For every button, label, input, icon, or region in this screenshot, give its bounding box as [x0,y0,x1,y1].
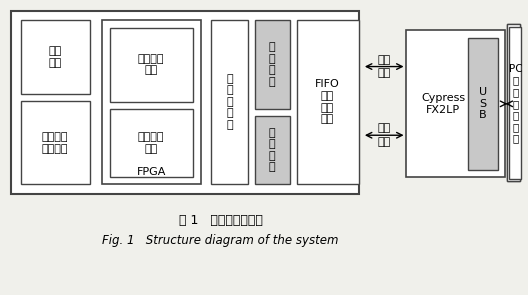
Bar [507,24,520,181]
Text: FPGA: FPGA [137,167,166,176]
Bar [297,20,359,184]
Bar [11,11,359,194]
Text: 数
据
复
接
器: 数 据 复 接 器 [226,74,233,130]
Text: Cypress
FX2LP: Cypress FX2LP [421,93,465,115]
Bar [110,109,193,177]
Bar [407,30,505,177]
Bar [102,20,201,184]
Text: 控制: 控制 [377,123,390,133]
Text: 下
传
缓
存: 下 传 缓 存 [269,42,275,87]
Text: 图像数据
下传: 图像数据 下传 [138,54,164,76]
Text: 总线: 总线 [377,68,390,78]
Text: FIFO
读取
控制
逻辑: FIFO 读取 控制 逻辑 [315,79,340,124]
Bar [110,28,193,102]
Text: 上
行
缓
存: 上 行 缓 存 [269,127,275,172]
Text: 捕获
跟踪: 捕获 跟踪 [49,46,62,68]
Bar [211,20,248,184]
Text: 载波同步
、位同步: 载波同步 、位同步 [42,132,69,154]
Text: 数据: 数据 [377,55,390,65]
Text: PC
端
的
控
制
终
端: PC 端 的 控 制 终 端 [508,64,522,144]
Bar [21,20,90,94]
Bar [21,101,90,184]
Bar [507,24,520,181]
Text: U
S
B: U S B [478,87,487,120]
Text: 信号: 信号 [377,137,390,147]
Bar [255,116,290,184]
Text: Fig. 1   Structure diagram of the system: Fig. 1 Structure diagram of the system [102,234,339,247]
Bar [468,38,497,170]
Text: 测控指令
上行: 测控指令 上行 [138,132,164,154]
Text: 图 1   系统总体结构图: 图 1 系统总体结构图 [178,214,262,227]
Bar [255,20,290,109]
Bar [510,27,521,179]
